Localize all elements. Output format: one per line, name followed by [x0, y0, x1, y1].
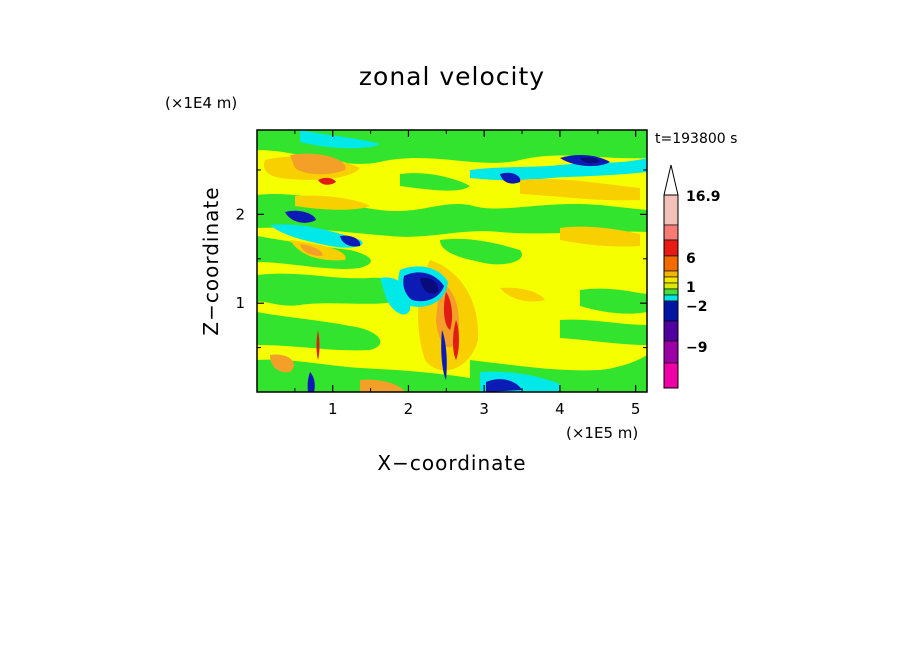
y-tick-label: 1 [235, 294, 245, 312]
field-red-streaks [316, 177, 459, 360]
chart-title: zonal velocity [359, 62, 545, 91]
y-axis-title: Z−coordinate [199, 186, 223, 335]
x-tick-label: 1 [328, 400, 338, 418]
colorbar-frame [663, 194, 679, 389]
colorbar-level [663, 276, 679, 284]
x-scale-label: (×1E5 m) [566, 424, 638, 442]
colorbar-tick-label: −9 [686, 340, 707, 356]
colorbar-level [663, 255, 679, 272]
colorbar-tick-label: −2 [686, 299, 707, 315]
x-tick-label: 2 [404, 400, 414, 418]
colorbar-level [663, 300, 679, 322]
colorbar-level [663, 362, 679, 389]
x-tick-label: 4 [555, 400, 565, 418]
x-tick-label: 5 [631, 400, 641, 418]
colorbar: 16.9 6 1 −2 −9 [663, 164, 721, 389]
colorbar-level [663, 239, 679, 257]
colorbar-level [663, 270, 679, 278]
colorbar-tick-label: 6 [686, 251, 696, 267]
colorbar-extend-triangle [663, 164, 679, 196]
field-green-regions [257, 130, 647, 392]
velocity-field [257, 130, 647, 392]
x-ticks: 1 2 3 4 5 [294, 130, 641, 418]
x-tick-label: 3 [479, 400, 489, 418]
colorbar-level [663, 194, 679, 226]
y-scale-label: (×1E4 m) [165, 94, 237, 112]
colorbar-level [663, 294, 679, 302]
field-blue-regions [285, 155, 610, 392]
colorbar-level [663, 288, 679, 296]
colorbar-tick-label: 16.9 [686, 189, 721, 205]
colorbar-level [663, 282, 679, 290]
time-label: t=193800 s [655, 131, 737, 147]
x-axis-title: X−coordinate [377, 451, 526, 475]
y-tick-label: 2 [235, 205, 245, 223]
colorbar-tick-label: 1 [686, 280, 696, 296]
y-ticks: 12 [235, 169, 647, 349]
colorbar-level [663, 340, 679, 364]
colorbar-level [663, 320, 679, 342]
colorbar-level [663, 224, 679, 241]
plot-frame [256, 129, 648, 393]
